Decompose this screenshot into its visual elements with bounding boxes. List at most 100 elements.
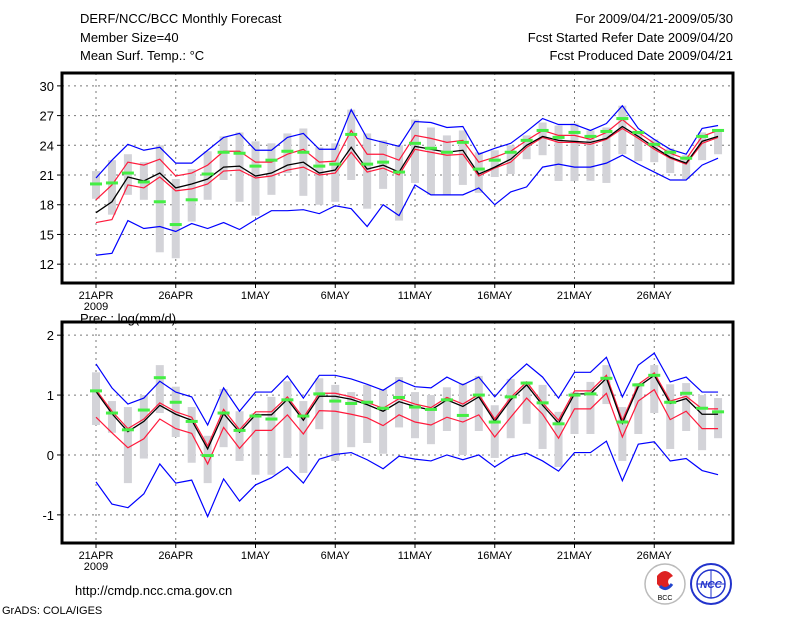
ensemble-range-bar (698, 132, 707, 161)
ensemble-range-bar (474, 152, 483, 193)
temperature-panel: 12 15 18 21 24 27 30 21APR 26APR 1MAY 6MAY 11MAY 16M… (40, 71, 735, 313)
observation-marker (504, 150, 517, 154)
y-tick-label: 1 (47, 388, 54, 403)
ensemble-range-bar (299, 401, 308, 473)
observation-marker (281, 149, 294, 153)
ensemble-range-bar (442, 135, 451, 195)
observation-marker (696, 406, 709, 410)
x-year-label: 2009 (84, 561, 108, 573)
observation-marker (552, 135, 565, 139)
y-tick-label: 18 (40, 198, 54, 213)
ensemble-range-bar (538, 384, 547, 449)
observation-marker (265, 158, 278, 162)
ensemble-range-bar (92, 372, 100, 426)
ensemble-range-bar (666, 148, 675, 174)
ensemble-range-bar (155, 145, 164, 253)
plot-frame (60, 320, 735, 545)
y-tick-label: 2 (47, 328, 54, 343)
ensemble-range-bar (602, 127, 611, 183)
ensemble-mean-line (95, 374, 719, 451)
observation-marker (313, 164, 326, 168)
observation-marker (361, 400, 374, 404)
ensemble-range-bar (315, 147, 324, 205)
ensemble-range-bar (538, 122, 547, 156)
ensemble-range-bar (458, 130, 467, 185)
ensemble-range-bar (363, 133, 372, 209)
observation-marker (201, 454, 214, 458)
observation-marker (105, 411, 118, 415)
ensemble-range-bar (490, 405, 499, 458)
ensemble-range-bar (570, 123, 579, 181)
x-tick-label: 21APR (79, 290, 114, 302)
spread-upper-line (95, 118, 719, 201)
ensemble-range-bar (123, 407, 132, 484)
ensemble-range-bar (283, 133, 292, 174)
forecast-period: For 2009/04/21-2009/05/30 (575, 11, 733, 26)
observation-marker (105, 181, 118, 185)
observation-marker (121, 171, 134, 175)
observation-marker (584, 134, 597, 138)
precipitation-panel: -1 0 1 2 21APR 26APR 1MAY 6MAY 11MAY 16MAY 21MAY 26… (42, 320, 735, 573)
ensemble-mean-line (95, 125, 719, 214)
observation-marker (153, 200, 166, 204)
ensemble-range-bar (107, 160, 116, 215)
ensemble-range-bar (235, 411, 244, 461)
observation-marker (313, 392, 326, 396)
observation-marker (217, 150, 230, 154)
ensemble-range-bar (506, 378, 515, 439)
y-tick-label: 12 (40, 257, 54, 272)
observation-marker (568, 393, 581, 397)
spread-upper-line (95, 372, 719, 448)
ensemble-range-bar (395, 145, 404, 221)
ensemble-range-bar (171, 178, 180, 259)
observation-marker (185, 419, 198, 423)
observation-marker (456, 413, 469, 417)
website-url[interactable]: http://cmdp.ncc.cma.gov.cn (75, 583, 232, 598)
observation-marker (201, 172, 214, 176)
forecast-produced-date: Fcst Produced Date 2009/04/21 (549, 48, 733, 63)
x-tick-label: 26MAY (637, 550, 673, 562)
observation-marker (616, 117, 629, 121)
forecast-start-date: Fcst Started Refer Date 2009/04/20 (528, 30, 733, 45)
ensemble-range-bar (235, 132, 244, 202)
observation-marker (265, 417, 278, 421)
ensemble-range-bar (650, 139, 659, 163)
observation-marker (552, 422, 565, 426)
observation-marker (297, 414, 310, 418)
ensemble-range-bar (411, 392, 419, 439)
observation-marker (409, 141, 421, 145)
y-tick-label: 0 (47, 448, 54, 463)
observation-marker (632, 383, 645, 387)
observation-marker (169, 400, 182, 404)
temp-variable-label: Mean Surf. Temp.: °C (80, 48, 204, 63)
ensemble-max-line (95, 352, 719, 427)
observation-marker (616, 420, 629, 424)
ensemble-range-bar (570, 392, 579, 434)
observation-marker (185, 198, 198, 202)
figure-title: DERF/NCC/BCC Monthly Forecast (80, 11, 282, 26)
x-tick-label: 21APR (79, 550, 114, 562)
observation-marker (153, 376, 166, 380)
x-tick-label: 1MAY (241, 290, 271, 302)
observation-marker (664, 400, 677, 404)
y-tick-label: 21 (40, 168, 54, 183)
x-tick-label: 6MAY (321, 290, 351, 302)
ncc-logo-text: NCC (700, 580, 722, 591)
observation-marker (329, 399, 342, 403)
ensemble-range-bar (203, 435, 212, 484)
ensemble-range-bar (682, 383, 691, 432)
spread-lower-line (95, 388, 719, 466)
observation-marker (504, 395, 517, 399)
observation-marker (249, 414, 262, 418)
x-year-label: 2009 (84, 301, 108, 313)
observation-marker (696, 134, 709, 138)
observation-marker (680, 391, 693, 395)
observation-marker (600, 376, 613, 380)
observation-marker (393, 170, 406, 174)
ensemble-range-bar (666, 384, 675, 449)
observation-marker (568, 130, 581, 134)
ensemble-range-bar (426, 127, 435, 195)
observation-marker (377, 406, 390, 410)
ensemble-range-bar (139, 395, 148, 459)
